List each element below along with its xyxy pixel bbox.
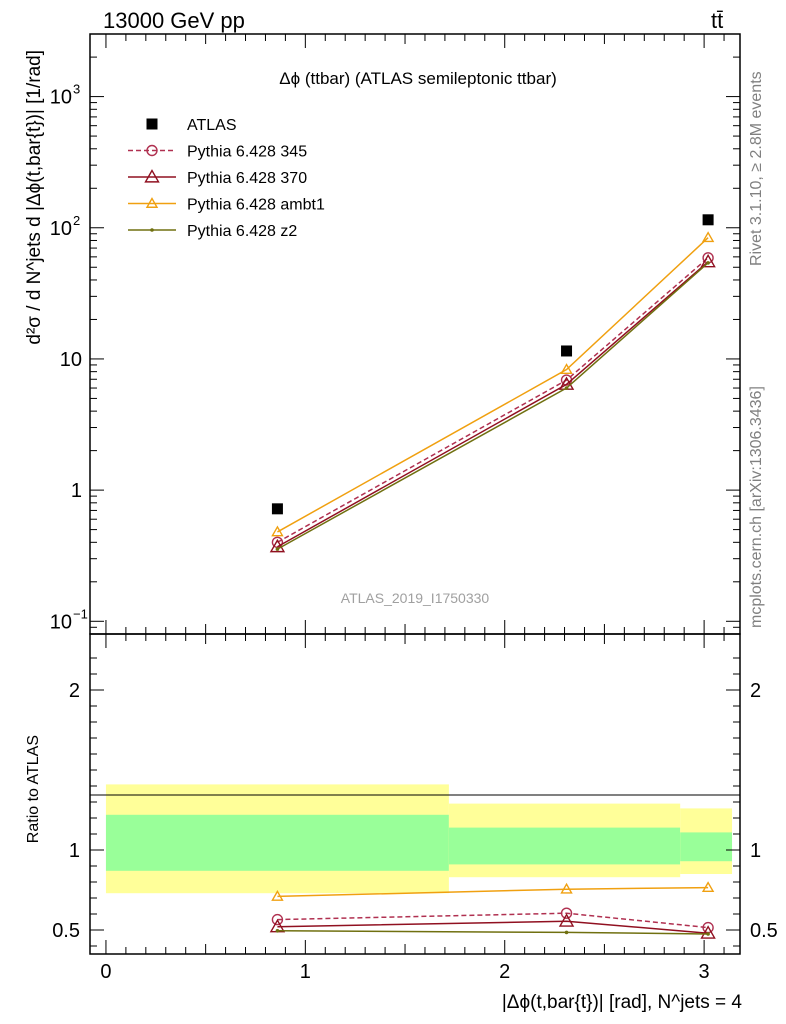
- ratio-y-tick-label: 0.5: [52, 920, 80, 942]
- main-title: Δϕ (ttbar) (ATLAS semileptonic ttbar): [279, 69, 557, 88]
- legend-label-atlas: ATLAS: [187, 117, 237, 134]
- ratio-y-tick-label: 1: [69, 840, 80, 862]
- data-point-pythia-6-428-ambt1: [271, 525, 284, 537]
- series-line-pythia-6-428-ambt1: [277, 237, 709, 533]
- series-line-pythia-6-428-345: [277, 912, 709, 929]
- legend-label-pythia-6-428-ambt1: Pythia 6.428 ambt1: [187, 197, 325, 214]
- y-tick-label-exponent: 2: [73, 213, 80, 228]
- data-point-atlas: [702, 214, 714, 226]
- y-tick-label: 10: [60, 349, 82, 371]
- data-point-pythia-6-428-370: [558, 913, 575, 927]
- legend-label-pythia-6-428-370: Pythia 6.428 370: [187, 170, 307, 187]
- ratio-y-tick-label: 0.5: [750, 920, 778, 942]
- data-point-pythia-6-428-ambt1: [560, 363, 573, 375]
- ratio-y-tick-label: 2: [750, 680, 761, 702]
- series-line-pythia-6-428-370: [277, 261, 709, 548]
- x-tick-label: 1: [300, 961, 311, 983]
- data-point-pythia-6-428-ambt1: [701, 231, 715, 243]
- ratio-frame: [89, 633, 741, 955]
- data-point-pythia-6-428-z2: [564, 930, 569, 935]
- data-point-pythia-6-428-z2: [706, 261, 710, 265]
- legend-label-pythia-6-428-345: Pythia 6.428 345: [187, 144, 307, 161]
- data-point-pythia-6-428-370: [700, 253, 716, 268]
- x-tick-label: 0: [100, 961, 111, 983]
- ratio-panel: 0.5 0.5 1 1 2 2 0 1 2 3 Ratio to ATLAS |Δϕ(t,bar…: [25, 633, 778, 1013]
- main-series-layer: [269, 214, 716, 553]
- y-tick-label-exponent: −1: [73, 606, 88, 621]
- series-line-pythia-6-428-ambt1: [277, 886, 709, 898]
- uncertainty-band-inner: [105, 814, 449, 871]
- main-y-axis-label: d²σ / d N^jets d |Δϕ(t,bar{t})| [1/rad]: [24, 50, 45, 345]
- uncertainty-band-inner: [448, 827, 681, 865]
- legend-marker-pythia-6-428-345: [146, 144, 158, 157]
- data-point-pythia-6-428-345: [271, 913, 284, 926]
- data-point-atlas: [271, 503, 283, 515]
- data-point-pythia-6-428-z2: [275, 929, 280, 933]
- main-x-ticks: [105, 34, 725, 634]
- legend-marker-pythia-6-428-370: [144, 169, 160, 183]
- y-tick-label-exponent: 3: [73, 82, 80, 97]
- y-tick-label: 10: [50, 87, 72, 109]
- legend-marker-pythia-6-428-z2: [150, 228, 154, 232]
- energy-label: 13000 GeV pp: [103, 8, 245, 33]
- x-tick-label: 3: [699, 961, 710, 983]
- series-line-pythia-6-428-345: [277, 257, 709, 543]
- data-point-pythia-6-428-345: [560, 907, 573, 919]
- analysis-label: ATLAS_2019_I1750330: [341, 590, 490, 606]
- uncertainty-band-inner: [680, 832, 733, 862]
- data-point-pythia-6-428-ambt1: [560, 882, 573, 894]
- legend-marker-pythia-6-428-ambt1: [145, 197, 159, 208]
- legend: ATLAS Pythia 6.428 345 Pythia 6.428 370 Pyt…: [128, 117, 325, 240]
- x-tick-label: 2: [499, 961, 510, 983]
- ratio-series-layer: [269, 881, 716, 939]
- ratio-y-tick-label: 2: [69, 680, 80, 702]
- y-tick-label: 10: [50, 611, 72, 633]
- rivet-label: Rivet 3.1.10, ≥ 2.8M events: [748, 71, 765, 266]
- series-line-pythia-6-428-370: [277, 920, 709, 934]
- y-tick-label: 1: [71, 480, 82, 502]
- ratio-y-axis-label: Ratio to ATLAS: [25, 735, 42, 843]
- mcplots-label: mcplots.cern.ch [arXiv:1306.3436]: [748, 386, 765, 628]
- ratio-bands: [105, 784, 733, 894]
- legend-marker-atlas: [146, 118, 158, 130]
- y-tick-label: 10: [50, 218, 72, 240]
- process-label: tt̄: [711, 8, 723, 33]
- data-point-pythia-6-428-ambt1: [271, 889, 284, 901]
- legend-label-pythia-6-428-z2: Pythia 6.428 z2: [187, 223, 297, 240]
- data-point-pythia-6-428-z2: [706, 932, 710, 936]
- ratio-x-axis: 0 1 2 3: [100, 634, 725, 983]
- data-point-pythia-6-428-ambt1: [701, 881, 715, 893]
- x-axis-label: |Δϕ(t,bar{t})| [rad], N^jets = 4: [502, 992, 743, 1013]
- ratio-y-tick-label: 1: [750, 840, 761, 862]
- data-point-pythia-6-428-370: [269, 538, 286, 553]
- data-point-atlas: [561, 345, 573, 357]
- data-point-pythia-6-428-z2: [275, 547, 280, 551]
- data-point-pythia-6-428-z2: [564, 386, 569, 390]
- ratio-y-axis: 0.5 0.5 1 1 2 2: [52, 657, 778, 947]
- series-line-pythia-6-428-z2: [277, 930, 709, 935]
- data-point-pythia-6-428-370: [700, 925, 716, 939]
